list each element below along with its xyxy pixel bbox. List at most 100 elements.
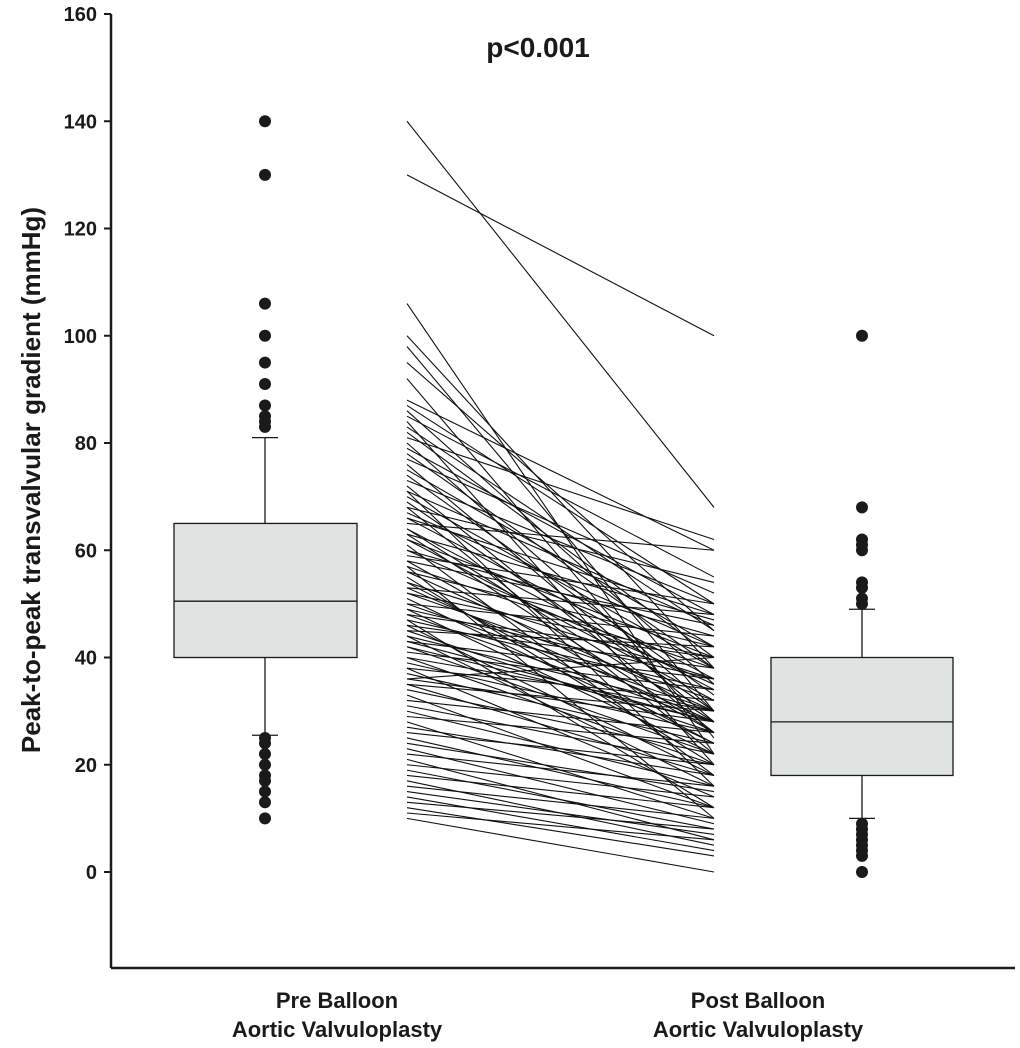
paired-line <box>406 539 715 659</box>
category-label-line2: Aortic Valvuloplasty <box>232 1017 443 1042</box>
paired-line <box>406 635 715 712</box>
paired-line <box>406 522 715 551</box>
paired-line <box>406 405 715 605</box>
paired-line <box>406 480 715 605</box>
paired-line <box>406 501 715 712</box>
paired-line <box>406 174 715 337</box>
paired-line <box>406 726 715 777</box>
outlier-point <box>856 592 868 605</box>
paired-line <box>406 565 715 669</box>
paired-line <box>406 807 715 857</box>
paired-lines-layer <box>406 120 715 873</box>
paired-line <box>406 715 715 744</box>
paired-line <box>406 608 715 680</box>
paired-line <box>406 619 715 691</box>
paired-line <box>406 737 715 809</box>
y-tick-label: 60 <box>75 540 97 562</box>
y-tick-label: 80 <box>75 433 97 455</box>
paired-line <box>406 533 715 734</box>
outlier-point <box>259 785 271 798</box>
paired-line <box>406 689 715 755</box>
outlier-point <box>856 866 868 878</box>
paired-line <box>406 742 715 793</box>
paired-line <box>406 801 715 830</box>
y-tick-label: 140 <box>64 111 97 133</box>
outlier-point <box>259 329 271 342</box>
paired-line <box>406 640 715 723</box>
paired-line <box>406 399 715 551</box>
outlier-point <box>259 115 271 128</box>
paired-line <box>406 587 715 616</box>
paired-line <box>406 667 715 798</box>
category-labels-layer: Pre Balloon Aortic Valvuloplasty Post Ball… <box>232 988 864 1042</box>
paired-line <box>406 474 715 696</box>
paired-line <box>406 410 715 685</box>
outlier-point <box>856 501 868 514</box>
y-tick-label: 0 <box>86 862 97 884</box>
paired-line <box>406 614 715 659</box>
paired-line <box>406 683 715 712</box>
paired-line <box>406 764 715 798</box>
paired-line <box>406 673 715 744</box>
paired-line <box>406 656 715 680</box>
outlier-point <box>259 758 271 771</box>
axes-layer <box>109 14 1015 970</box>
paired-line <box>406 555 715 605</box>
paired-line <box>406 667 715 701</box>
outlier-point <box>259 399 271 412</box>
paired-line <box>406 426 715 632</box>
outlier-point <box>259 356 271 369</box>
outlier-point <box>259 769 271 782</box>
paired-line <box>406 506 715 583</box>
paired-line <box>406 699 715 734</box>
paired-line <box>406 705 715 766</box>
outlier-point <box>259 378 271 391</box>
paired-line <box>406 774 715 809</box>
paired-line <box>406 517 715 616</box>
outlier-point <box>259 748 271 761</box>
paired-line <box>406 651 715 691</box>
outlier-point <box>856 533 868 546</box>
outlier-point <box>259 168 271 181</box>
paired-line <box>406 437 715 541</box>
paired-line <box>406 490 715 787</box>
paired-line <box>406 785 715 819</box>
outlier-point <box>259 731 271 744</box>
y-tick-label: 120 <box>64 219 97 241</box>
paired-line <box>406 592 715 659</box>
paired-line <box>406 453 715 669</box>
outlier-point <box>259 796 271 809</box>
paired-line <box>406 496 715 669</box>
y-tick-label: 160 <box>64 4 97 26</box>
outlier-point <box>259 410 271 423</box>
paired-line <box>406 571 715 712</box>
box-group-2 <box>770 329 954 878</box>
outlier-point <box>856 817 868 830</box>
paired-line <box>406 796 715 852</box>
paired-line <box>406 817 715 873</box>
paired-line <box>406 458 715 594</box>
box-group-1 <box>173 115 358 825</box>
paired-line <box>406 335 715 669</box>
paired-line <box>406 619 715 809</box>
paired-line <box>406 812 715 841</box>
y-tick-label: 100 <box>64 326 97 348</box>
paired-line <box>406 447 715 616</box>
category-label-line1: Pre Balloon <box>276 988 398 1013</box>
y-axis-title: Peak-to-peak transvalvular gradient (mmH… <box>16 207 46 753</box>
paired-line <box>406 415 715 578</box>
paired-line <box>406 533 715 621</box>
paired-line <box>406 748 715 825</box>
y-tick-label: 20 <box>75 755 97 777</box>
paired-line <box>406 120 715 508</box>
paired-line <box>406 732 715 766</box>
paired-line <box>406 560 715 626</box>
outlier-point <box>856 576 868 589</box>
boxes-layer <box>173 115 954 878</box>
paired-line <box>406 490 715 626</box>
paired-line <box>406 753 715 787</box>
paired-line <box>406 678 715 723</box>
y-ticks-layer: 0 20 40 60 80 100 120 140 160 <box>64 4 111 884</box>
